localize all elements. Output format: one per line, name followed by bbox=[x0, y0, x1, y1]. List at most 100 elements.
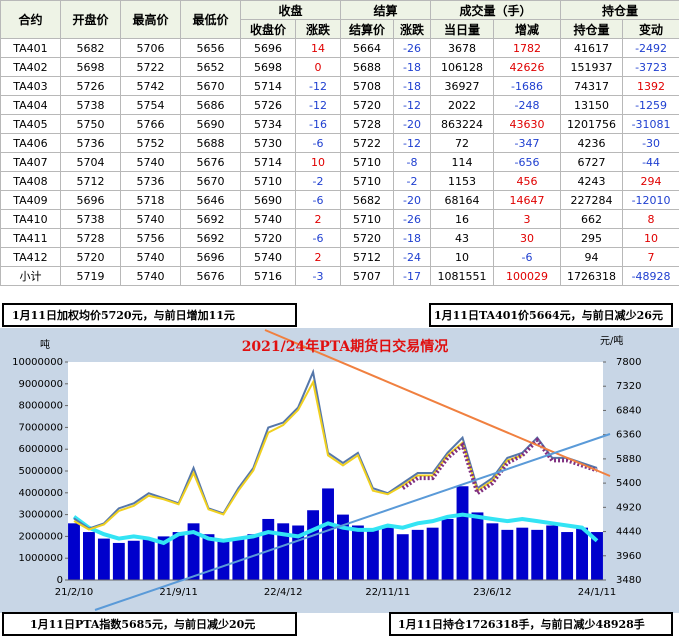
chart-title: 2021/24年PTA期货日交易情况 bbox=[242, 338, 449, 355]
annotation-box bbox=[2, 303, 297, 327]
table-cell: 4236 bbox=[560, 133, 624, 153]
table-cell: 5720 bbox=[60, 247, 121, 267]
volume-bar bbox=[366, 529, 379, 580]
table-cell: 5722 bbox=[120, 57, 181, 77]
table-cell: 5736 bbox=[120, 171, 181, 191]
table-cell: TA410 bbox=[0, 209, 61, 229]
volume-bar bbox=[471, 512, 484, 580]
y-tick-label: 5000000 bbox=[18, 466, 63, 477]
table-cell: 5696 bbox=[60, 190, 121, 210]
y2-tick-label: 3960 bbox=[616, 551, 641, 562]
table-cell: 5682 bbox=[60, 38, 121, 58]
column-header: 合约 bbox=[0, 0, 61, 39]
table-cell: 4243 bbox=[560, 171, 624, 191]
annotation: 1月11日加权均价5720元，与前日增加11元 bbox=[12, 308, 235, 322]
table-cell: 5740 bbox=[240, 209, 296, 229]
table-cell: 5710 bbox=[340, 209, 395, 229]
table-cell: 5722 bbox=[340, 133, 395, 153]
volume-bar bbox=[456, 486, 469, 580]
table-cell: -18 bbox=[393, 76, 432, 96]
table-cell: 8 bbox=[622, 209, 679, 229]
volume-bar bbox=[68, 523, 80, 580]
table-row: TA407 5704 5740 5676 5714 10 5710 -8 114 -656 6727… bbox=[0, 152, 679, 172]
table-cell: 5698 bbox=[60, 57, 121, 77]
table-cell: -2 bbox=[393, 171, 432, 191]
table-cell: 5766 bbox=[120, 114, 181, 134]
column-header: 最低价 bbox=[180, 0, 241, 39]
table-cell: TA407 bbox=[0, 152, 61, 172]
table-cell: -6 bbox=[493, 247, 562, 267]
table-cell: -12 bbox=[294, 76, 342, 96]
table-cell: 5646 bbox=[180, 190, 241, 210]
table-cell: 13150 bbox=[560, 95, 624, 115]
table-cell: 5756 bbox=[120, 228, 181, 248]
table-cell: 5696 bbox=[240, 38, 296, 58]
volume-bar bbox=[202, 534, 215, 580]
table-cell: 5712 bbox=[340, 247, 395, 267]
table-cell: 100029 bbox=[493, 266, 562, 286]
table-cell: 43 bbox=[430, 228, 495, 248]
table-cell: 43630 bbox=[493, 114, 562, 134]
table-row: TA405 5750 5766 5690 5734 -16 5728 -20 863224 436… bbox=[0, 114, 679, 134]
table-cell: -6 bbox=[294, 133, 342, 153]
table-row: TA409 5696 5718 5646 5690 -6 5682 -20 68164 14647… bbox=[0, 190, 679, 210]
series-line bbox=[73, 379, 523, 531]
table-cell: 10 bbox=[294, 152, 342, 172]
group-header: 持仓量 bbox=[560, 0, 679, 20]
annotation-box bbox=[2, 612, 297, 636]
volume-bar bbox=[396, 534, 409, 580]
table-cell: 5738 bbox=[60, 95, 121, 115]
table-cell: -18 bbox=[393, 228, 432, 248]
table-cell: 2 bbox=[294, 247, 342, 267]
plot-area bbox=[68, 362, 603, 580]
table-cell: 863224 bbox=[430, 114, 495, 134]
table-cell: 5750 bbox=[60, 114, 121, 134]
table-cell: -2 bbox=[294, 171, 342, 191]
y2-tick-label: 4440 bbox=[616, 527, 641, 538]
table-cell: 5664 bbox=[340, 38, 395, 58]
table-cell: 5736 bbox=[60, 133, 121, 153]
table-cell: 7 bbox=[622, 247, 679, 267]
table-cell: 2 bbox=[294, 209, 342, 229]
volume-bar bbox=[591, 532, 603, 580]
table-cell: 1782 bbox=[493, 38, 562, 58]
table-cell: 5714 bbox=[240, 152, 296, 172]
table-cell: 106128 bbox=[430, 57, 495, 77]
x-tick-label: 23/6/12 bbox=[473, 587, 512, 598]
table-cell: -248 bbox=[493, 95, 562, 115]
table-cell: 5698 bbox=[240, 57, 296, 77]
table-row: TA410 5738 5740 5692 5740 2 5710 -26 16 3 662 8 bbox=[0, 209, 679, 229]
volume-bar bbox=[142, 538, 155, 580]
y2-tick-label: 4920 bbox=[616, 502, 641, 513]
y-tick-label: 2000000 bbox=[18, 531, 63, 542]
volume-bar bbox=[516, 527, 529, 580]
table-cell: 10 bbox=[430, 247, 495, 267]
table-row: TA408 5712 5736 5670 5710 -2 5710 -2 1153 456 4243… bbox=[0, 171, 679, 191]
volume-bar bbox=[247, 534, 260, 580]
y2-tick-label: 3480 bbox=[616, 575, 641, 586]
annotation-box bbox=[389, 612, 673, 636]
volume-bar bbox=[546, 525, 559, 580]
table-cell: 456 bbox=[493, 171, 562, 191]
table-cell: TA401 bbox=[0, 38, 61, 58]
x-tick-label: 21/2/10 bbox=[55, 587, 94, 598]
table-cell: TA403 bbox=[0, 76, 61, 96]
table-cell: 5720 bbox=[340, 228, 395, 248]
table-cell: -48928 bbox=[622, 266, 679, 286]
table-row: TA401 5682 5706 5656 5696 14 5664 -26 3678 1782 41… bbox=[0, 38, 679, 58]
volume-bar bbox=[337, 514, 349, 580]
volume-bar bbox=[307, 510, 320, 580]
table-cell: 5752 bbox=[120, 133, 181, 153]
table-cell: 5704 bbox=[60, 152, 121, 172]
table-cell: 227284 bbox=[560, 190, 624, 210]
table-cell: -12 bbox=[393, 95, 432, 115]
table-cell: -24 bbox=[393, 247, 432, 267]
table-cell: 42626 bbox=[493, 57, 562, 77]
y2-tick-label: 5400 bbox=[616, 478, 641, 489]
y-tick-label: 1000000 bbox=[18, 553, 63, 564]
volume-bar bbox=[576, 527, 589, 580]
column-header: 增减 bbox=[493, 19, 562, 39]
volume-bar bbox=[127, 540, 140, 580]
table-cell: 5656 bbox=[180, 38, 241, 58]
table-cell: 1392 bbox=[622, 76, 679, 96]
